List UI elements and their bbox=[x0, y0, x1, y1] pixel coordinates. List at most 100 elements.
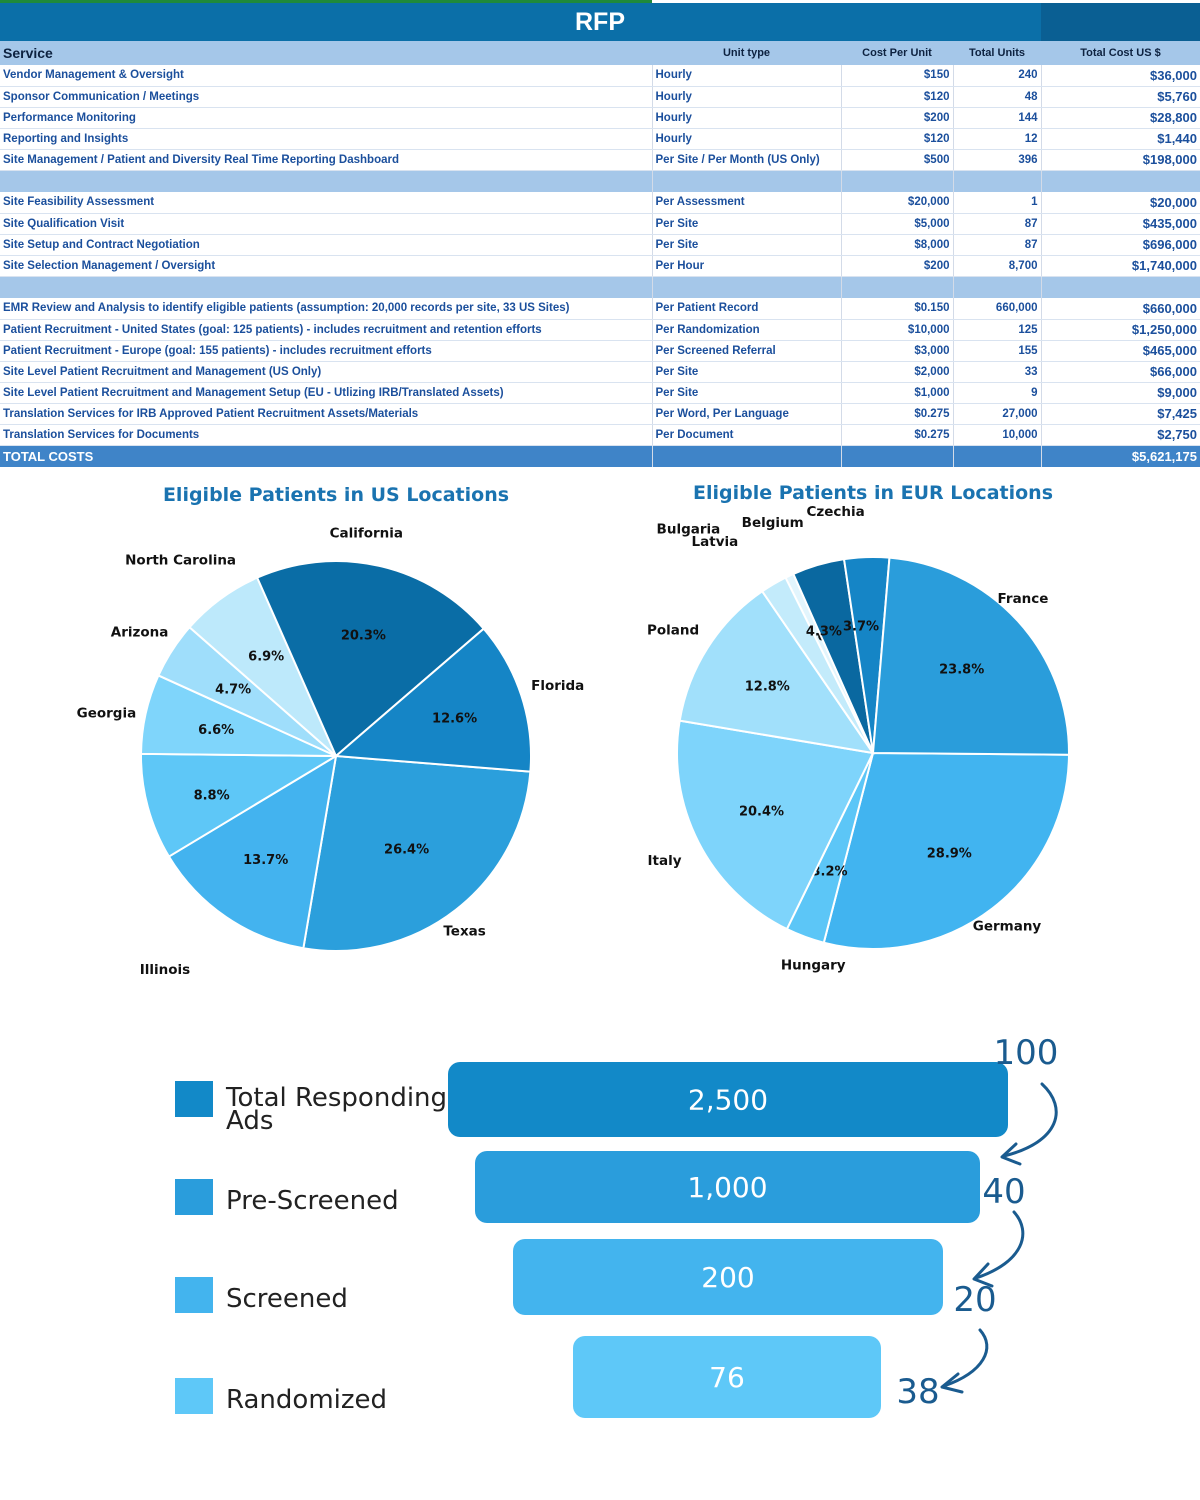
table-row: Site Setup and Contract Negotiation Per S… bbox=[0, 234, 1200, 256]
cell-unit-type: Per Site bbox=[651, 382, 841, 404]
cell-service: Patient Recruitment - Europe (goal: 155 … bbox=[0, 340, 652, 362]
pie-category-label: California bbox=[330, 526, 403, 542]
pie-percent-label: 20.3% bbox=[341, 628, 386, 643]
pie-slice bbox=[676, 719, 875, 931]
cell-total-units: 240 bbox=[952, 65, 1041, 87]
cell-total-units: 660,000 bbox=[952, 298, 1041, 320]
cell-total-cost: $7,425 bbox=[1040, 403, 1200, 425]
funnel-rate-label: 40 bbox=[982, 1172, 1025, 1212]
pie-charts: Eligible Patients in US Locations 26.4% Te… bbox=[77, 482, 1070, 975]
arrowhead-icon bbox=[1000, 1142, 1022, 1166]
pie-slice bbox=[140, 752, 340, 858]
cell-service: Performance Monitoring bbox=[0, 107, 652, 129]
curved-arrow-icon bbox=[974, 1210, 1025, 1280]
cell-service: Reporting and Insights bbox=[0, 128, 652, 150]
pie-slice bbox=[822, 751, 1070, 950]
pie-category-label: Florida bbox=[531, 678, 584, 694]
cell-unit-type: Hourly bbox=[651, 128, 841, 150]
legend-label: Screened bbox=[226, 1284, 348, 1314]
table-row: Site Level Patient Recruitment and Manag… bbox=[0, 361, 1200, 383]
funnel-bar-value: 1,000 bbox=[687, 1171, 767, 1204]
legend-swatch bbox=[175, 1378, 213, 1414]
header-cost-per-unit: Cost Per Unit bbox=[841, 41, 953, 65]
cell-cost-per-unit: $1,000 bbox=[840, 382, 953, 404]
curved-arrow-icon bbox=[1002, 1082, 1058, 1158]
table-row: Patient Recruitment - Europe (goal: 155 … bbox=[0, 340, 1200, 362]
pie-category-label: Belgium bbox=[742, 515, 804, 531]
cell-total-cost: $28,800 bbox=[1040, 107, 1200, 129]
divider-cell bbox=[651, 276, 841, 298]
cell-total-cost: $66,000 bbox=[1040, 361, 1200, 383]
divider-cell bbox=[952, 276, 1041, 298]
pie-category-label: Germany bbox=[973, 919, 1042, 935]
cell-total-units: 9 bbox=[952, 382, 1041, 404]
header-unit-type: Unit type bbox=[652, 41, 841, 65]
cell-unit-type: Hourly bbox=[651, 107, 841, 129]
arrowhead-icon bbox=[972, 1262, 994, 1288]
legend-swatch bbox=[175, 1277, 213, 1313]
cell-cost-per-unit: $0.150 bbox=[840, 298, 953, 320]
divider-cell bbox=[1040, 276, 1200, 298]
top-accent-line bbox=[0, 0, 1200, 3]
pie-slice bbox=[871, 556, 1070, 756]
pie-slice bbox=[678, 589, 876, 755]
table-row: Sponsor Communication / Meetings Hourly $1… bbox=[0, 86, 1200, 108]
pie-category-label: France bbox=[998, 591, 1049, 607]
pie-percent-label: 3.2% bbox=[811, 865, 847, 880]
cell-total-units: 1 bbox=[952, 192, 1041, 214]
divider-cell bbox=[952, 170, 1041, 192]
funnel-rate-label: 20 bbox=[953, 1280, 996, 1320]
pie-percent-label: 12.8% bbox=[745, 680, 790, 695]
cell-total-cost: $1,250,000 bbox=[1040, 319, 1200, 341]
divider-cell bbox=[0, 170, 652, 192]
divider-cell bbox=[1040, 170, 1200, 192]
funnel-bar-value: 2,500 bbox=[688, 1084, 768, 1117]
funnel-bar-value: 76 bbox=[709, 1361, 745, 1394]
header-service: Service bbox=[0, 41, 652, 65]
total-costs-value: $5,621,175 bbox=[1040, 445, 1200, 467]
section-divider-row bbox=[0, 276, 1200, 298]
cell-service: Site Level Patient Recruitment and Manag… bbox=[0, 382, 652, 404]
total-costs-row: TOTAL COSTS $5,621,175 bbox=[0, 445, 1200, 467]
cell-unit-type: Hourly bbox=[651, 86, 841, 108]
funnel-rates: 100 40 20 38 bbox=[896, 1033, 1058, 1412]
pie-percent-label: 20.4% bbox=[739, 804, 784, 819]
cell-unit-type: Per Assessment bbox=[651, 192, 841, 214]
divider-cell bbox=[840, 276, 953, 298]
pie-percent-label: 8.8% bbox=[194, 789, 230, 804]
pie-percent-label: 3.7% bbox=[843, 620, 879, 635]
total-blank-cell bbox=[651, 445, 841, 467]
funnel-bar bbox=[448, 1062, 1008, 1137]
table-row: Site Feasibility Assessment Per Assessmen… bbox=[0, 192, 1200, 214]
legend-label: Randomized bbox=[226, 1385, 387, 1415]
pie-percent-label: 26.4% bbox=[384, 843, 429, 858]
pie-category-label: Hungary bbox=[781, 958, 846, 974]
pie-percent-label: 6.9% bbox=[248, 649, 284, 664]
cell-total-units: 396 bbox=[952, 149, 1041, 171]
pie-category-label: Czechia bbox=[806, 504, 864, 520]
cell-service: Site Feasibility Assessment bbox=[0, 192, 652, 214]
funnel-bar bbox=[513, 1239, 943, 1315]
legend-swatch bbox=[175, 1179, 213, 1215]
cell-unit-type: Hourly bbox=[651, 65, 841, 87]
table-row: Site Selection Management / Oversight Per… bbox=[0, 255, 1200, 277]
pie-percent-label: 12.6% bbox=[432, 711, 477, 726]
header-total-units: Total Units bbox=[953, 41, 1041, 65]
total-blank-cell bbox=[840, 445, 953, 467]
legend-label-line: Total Responding bbox=[225, 1083, 447, 1113]
cell-total-cost: $696,000 bbox=[1040, 234, 1200, 256]
pie-category-label: Arizona bbox=[111, 625, 169, 641]
pie-slice bbox=[255, 560, 486, 758]
table-row: Translation Services for IRB Approved Pa… bbox=[0, 403, 1200, 425]
legend-label: Pre-Screened bbox=[226, 1186, 399, 1216]
cell-total-units: 48 bbox=[952, 86, 1041, 108]
header-total-cost: Total Cost US $ bbox=[1041, 41, 1200, 65]
table-row: Reporting and Insights Hourly $120 12 $1,440 bbox=[0, 128, 1200, 150]
pie-percent-label: 23.8% bbox=[939, 663, 984, 678]
cell-total-cost: $465,000 bbox=[1040, 340, 1200, 362]
us-pie-chart: Eligible Patients in US Locations 26.4% Te… bbox=[77, 484, 585, 975]
cell-total-units: 27,000 bbox=[952, 403, 1041, 425]
funnel-rate-label: 38 bbox=[896, 1372, 939, 1412]
pie-slice bbox=[302, 754, 532, 952]
divider-cell bbox=[0, 276, 652, 298]
